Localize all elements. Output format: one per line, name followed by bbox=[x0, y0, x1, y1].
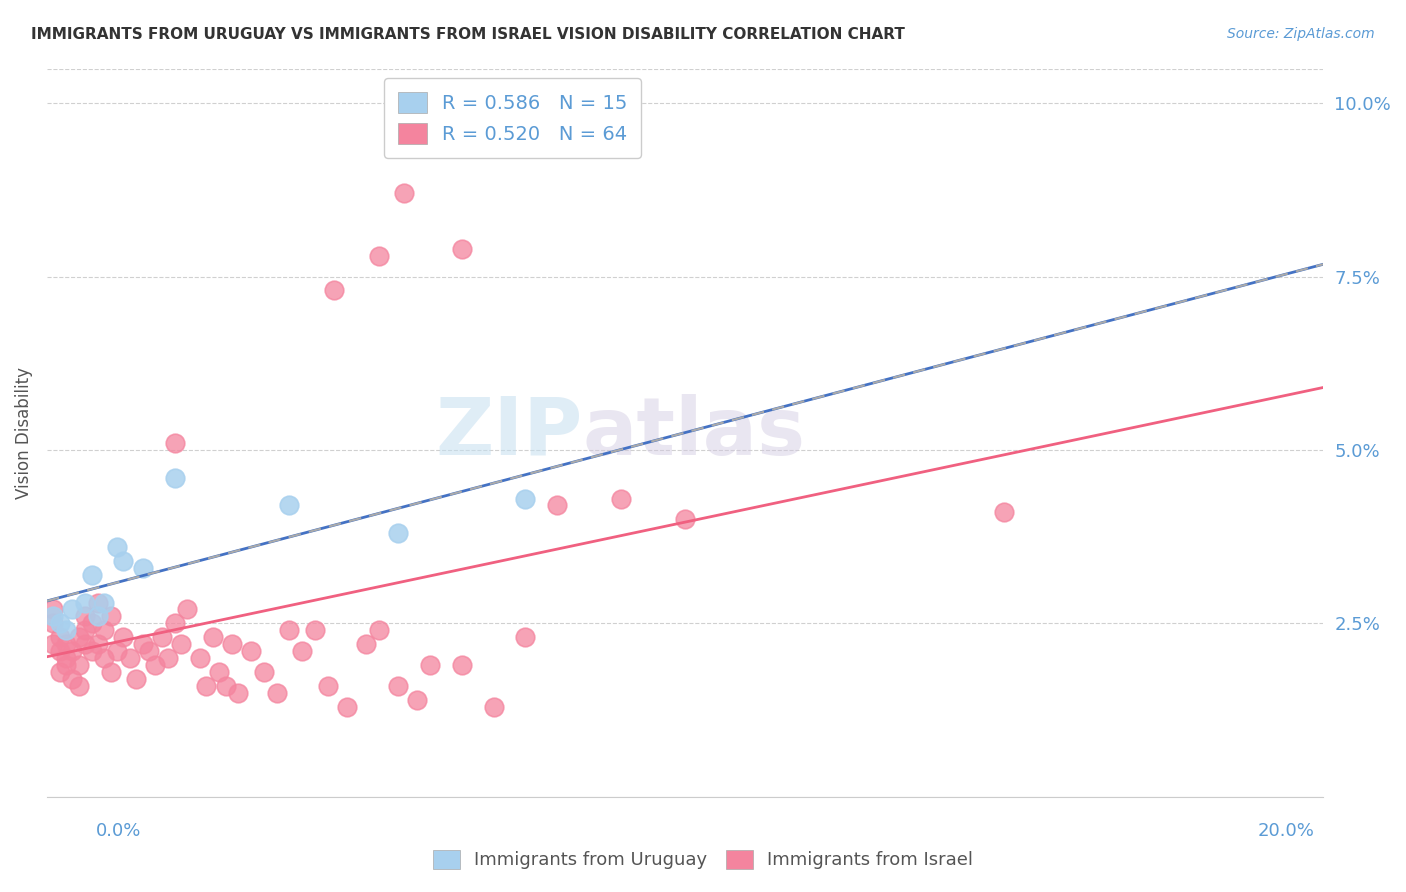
Point bbox=[240, 644, 263, 658]
Point bbox=[406, 692, 429, 706]
Point bbox=[610, 491, 633, 506]
Point bbox=[80, 567, 103, 582]
Point bbox=[188, 651, 211, 665]
Point bbox=[291, 644, 314, 658]
Point bbox=[673, 512, 696, 526]
Point bbox=[367, 249, 389, 263]
Point bbox=[87, 637, 110, 651]
Point bbox=[67, 657, 90, 672]
Point bbox=[157, 651, 180, 665]
Point bbox=[62, 644, 84, 658]
Legend: R = 0.586   N = 15, R = 0.520   N = 64: R = 0.586 N = 15, R = 0.520 N = 64 bbox=[384, 78, 641, 158]
Point bbox=[87, 609, 110, 624]
Point bbox=[150, 630, 173, 644]
Point bbox=[278, 624, 301, 638]
Point bbox=[163, 436, 186, 450]
Point bbox=[93, 624, 115, 638]
Point bbox=[176, 602, 198, 616]
Point bbox=[112, 554, 135, 568]
Y-axis label: Vision Disability: Vision Disability bbox=[15, 367, 32, 499]
Point bbox=[62, 602, 84, 616]
Point bbox=[55, 651, 77, 665]
Legend: Immigrants from Uruguay, Immigrants from Israel: Immigrants from Uruguay, Immigrants from… bbox=[423, 840, 983, 879]
Point bbox=[55, 637, 77, 651]
Point bbox=[67, 679, 90, 693]
Point bbox=[316, 679, 339, 693]
Point bbox=[201, 630, 224, 644]
Point bbox=[100, 665, 122, 679]
Point bbox=[253, 665, 276, 679]
Point bbox=[42, 616, 65, 631]
Point bbox=[278, 499, 301, 513]
Text: ZIP: ZIP bbox=[436, 393, 583, 472]
Point bbox=[48, 616, 70, 631]
Point bbox=[93, 595, 115, 609]
Point bbox=[105, 644, 128, 658]
Point bbox=[105, 540, 128, 554]
Point bbox=[145, 657, 167, 672]
Point bbox=[48, 644, 70, 658]
Point bbox=[354, 637, 377, 651]
Point bbox=[75, 595, 97, 609]
Point bbox=[131, 637, 153, 651]
Point bbox=[387, 679, 409, 693]
Point bbox=[450, 242, 472, 256]
Text: atlas: atlas bbox=[583, 393, 806, 472]
Point bbox=[112, 630, 135, 644]
Point bbox=[75, 609, 97, 624]
Point bbox=[163, 616, 186, 631]
Point bbox=[93, 651, 115, 665]
Text: 20.0%: 20.0% bbox=[1258, 822, 1315, 840]
Point bbox=[75, 637, 97, 651]
Point bbox=[304, 624, 326, 638]
Point bbox=[118, 651, 141, 665]
Point bbox=[100, 609, 122, 624]
Point bbox=[87, 595, 110, 609]
Point bbox=[266, 686, 288, 700]
Point bbox=[387, 526, 409, 541]
Point bbox=[419, 657, 441, 672]
Point bbox=[80, 616, 103, 631]
Point bbox=[208, 665, 231, 679]
Point bbox=[221, 637, 243, 651]
Point bbox=[138, 644, 160, 658]
Point bbox=[67, 630, 90, 644]
Point bbox=[42, 602, 65, 616]
Point bbox=[336, 699, 359, 714]
Point bbox=[546, 499, 568, 513]
Text: Source: ZipAtlas.com: Source: ZipAtlas.com bbox=[1227, 27, 1375, 41]
Point bbox=[42, 609, 65, 624]
Point bbox=[482, 699, 505, 714]
Point bbox=[75, 624, 97, 638]
Point bbox=[48, 665, 70, 679]
Point bbox=[48, 630, 70, 644]
Point bbox=[170, 637, 193, 651]
Point bbox=[228, 686, 250, 700]
Point bbox=[515, 491, 537, 506]
Point bbox=[323, 284, 346, 298]
Point bbox=[62, 672, 84, 686]
Point bbox=[394, 186, 416, 201]
Point bbox=[80, 644, 103, 658]
Point bbox=[131, 561, 153, 575]
Text: 0.0%: 0.0% bbox=[96, 822, 141, 840]
Point bbox=[42, 637, 65, 651]
Point bbox=[515, 630, 537, 644]
Point bbox=[993, 505, 1015, 519]
Point bbox=[55, 657, 77, 672]
Point bbox=[195, 679, 218, 693]
Point bbox=[214, 679, 236, 693]
Point bbox=[55, 624, 77, 638]
Point bbox=[367, 624, 389, 638]
Text: IMMIGRANTS FROM URUGUAY VS IMMIGRANTS FROM ISRAEL VISION DISABILITY CORRELATION : IMMIGRANTS FROM URUGUAY VS IMMIGRANTS FR… bbox=[31, 27, 905, 42]
Point bbox=[450, 657, 472, 672]
Point bbox=[125, 672, 148, 686]
Point bbox=[163, 471, 186, 485]
